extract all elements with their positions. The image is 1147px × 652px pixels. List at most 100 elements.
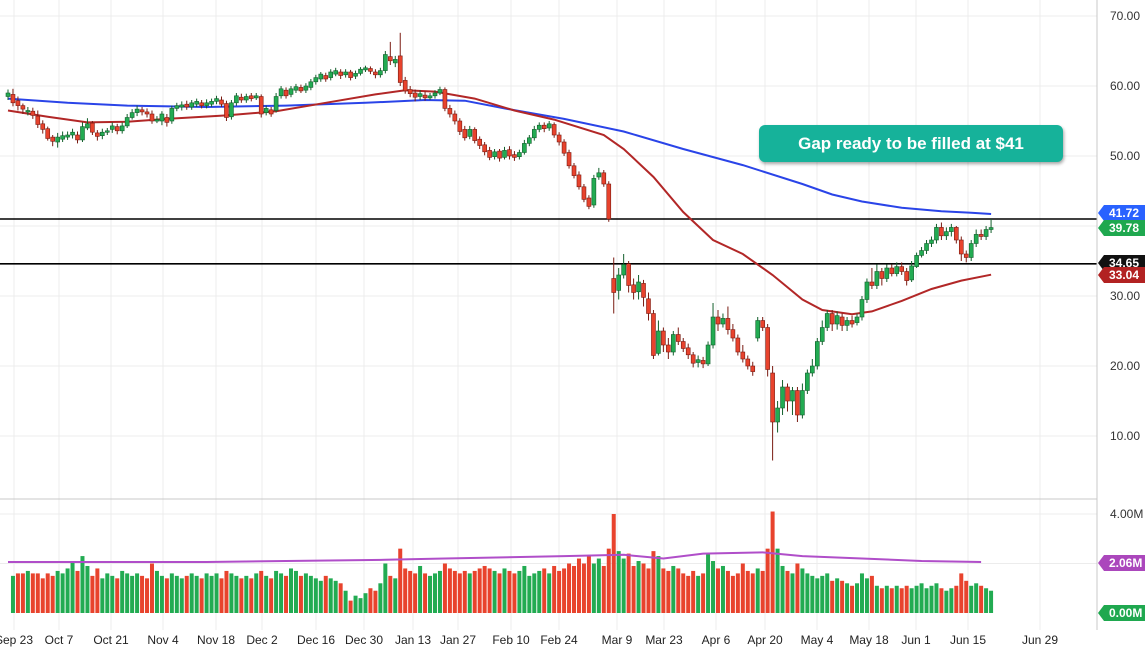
volume-bar: [15, 573, 20, 613]
candle: [765, 324, 770, 377]
volume-bar: [765, 548, 770, 613]
candle-body: [194, 101, 199, 105]
candle-body: [5, 92, 11, 97]
candle-body: [591, 178, 597, 206]
ma-fast-line: [7, 89, 992, 316]
candle-body: [874, 271, 880, 286]
date-tick-label: Jun 29: [1022, 633, 1058, 647]
volume-bar: [735, 573, 740, 613]
candle: [795, 387, 800, 422]
candle-body: [695, 359, 701, 363]
candle: [397, 32, 403, 86]
volume-bar: [661, 568, 666, 613]
candle-body: [934, 227, 939, 241]
volume-bar: [919, 583, 924, 613]
candle-body: [442, 89, 448, 109]
candle: [129, 109, 135, 120]
price-candles: [5, 32, 994, 461]
candle: [755, 317, 761, 342]
volume-bar: [949, 588, 954, 613]
volume-bar: [214, 573, 219, 613]
volume-bar: [835, 578, 840, 613]
candle-body: [397, 55, 403, 83]
volume-bar: [676, 568, 681, 613]
candle: [179, 101, 185, 111]
volume-bar: [318, 580, 323, 613]
volume-bar: [869, 575, 874, 613]
candle: [70, 128, 75, 139]
candle: [487, 146, 492, 161]
volume-bar: [671, 565, 676, 613]
candle-body: [671, 334, 676, 353]
candle: [968, 240, 974, 261]
candle-body: [273, 96, 279, 111]
candle: [343, 69, 348, 78]
candle: [263, 105, 269, 116]
candle-body: [973, 234, 979, 244]
candle-body: [502, 150, 507, 158]
volume-bar: [929, 585, 934, 613]
volume-bar: [313, 578, 318, 613]
candle: [735, 334, 741, 356]
candle: [710, 303, 716, 349]
candle-body: [522, 143, 527, 153]
candle-body: [800, 390, 805, 416]
candle-body: [849, 320, 855, 325]
candle: [914, 252, 919, 268]
candle: [139, 107, 145, 116]
volume-bar: [100, 578, 105, 613]
candle: [805, 369, 810, 394]
volume-bar: [537, 570, 542, 613]
volume-bar: [423, 573, 428, 613]
volume-bar: [428, 575, 433, 613]
volume-bar: [621, 558, 626, 613]
candle: [824, 310, 830, 331]
volume-bar: [174, 575, 179, 613]
volume-bar: [795, 563, 800, 613]
candle: [621, 254, 626, 279]
candle-body: [20, 105, 26, 110]
candle-body: [209, 101, 214, 105]
volume-bar: [328, 578, 333, 613]
candle: [100, 128, 105, 140]
candle: [467, 125, 473, 140]
volume-tag: 2.06M: [1098, 555, 1145, 571]
volume-bar: [522, 565, 527, 613]
candle: [318, 72, 324, 82]
volume-bar: [725, 570, 730, 613]
volume-bar: [358, 598, 363, 613]
candle: [234, 93, 239, 106]
candle: [854, 313, 860, 326]
candle-body: [705, 344, 711, 365]
volume-bar: [502, 568, 507, 613]
candle-body: [561, 141, 567, 154]
volume-bar: [562, 568, 567, 613]
candle-body: [383, 54, 388, 71]
candle: [591, 174, 597, 208]
candle: [780, 380, 785, 415]
volume-tick-label: 4.00M: [1110, 507, 1143, 521]
candle-body: [770, 372, 775, 423]
date-tick-label: Jun 1: [901, 633, 931, 647]
candle-body: [417, 93, 423, 97]
candle-body: [40, 123, 46, 130]
volume-bar: [179, 578, 184, 613]
candle: [924, 240, 929, 254]
volume-bar: [904, 585, 909, 613]
volume-bar: [159, 575, 164, 613]
candle-body: [283, 89, 289, 97]
price-tag-bg: [1098, 205, 1145, 221]
volume-bar: [805, 573, 810, 613]
candle-body: [234, 95, 239, 104]
candle-body: [894, 266, 900, 274]
horizontal-levels: [0, 218, 1097, 265]
candle-body: [780, 386, 785, 409]
candle: [273, 93, 279, 113]
candle: [388, 41, 393, 65]
candle: [452, 110, 458, 125]
candle: [814, 338, 820, 370]
candle: [239, 93, 244, 103]
candle-body: [214, 98, 219, 102]
candle: [939, 222, 944, 240]
candle: [715, 310, 721, 331]
